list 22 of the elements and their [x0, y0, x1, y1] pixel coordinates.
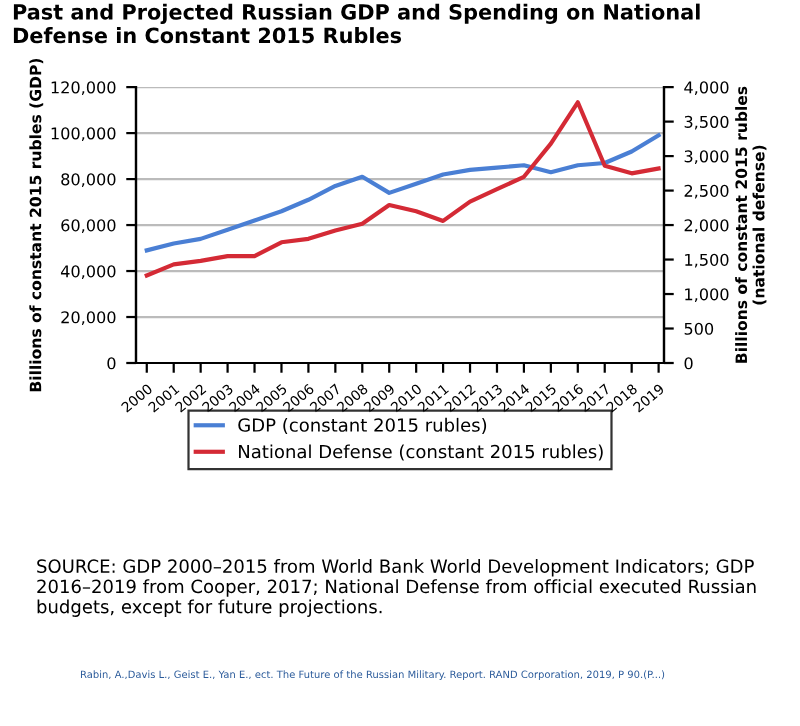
y-tick-label: 0 [107, 357, 116, 370]
y-tick-label: 20,000 [61, 311, 116, 326]
y2-tick-label: 2,000 [684, 219, 729, 234]
y2-tick-label: 4,000 [684, 81, 729, 96]
legend-label: National Defense (constant 2015 rubles) [239, 444, 603, 461]
line-series [144, 133, 661, 253]
y2-tick-label: 500 [684, 322, 714, 335]
y-tick-label: 100,000 [51, 127, 116, 142]
y2-tick-label: 1,500 [685, 253, 729, 268]
y-tick-label: 80,000 [61, 173, 116, 188]
source-note: SOURCE: GDP 2000–2015 from World Bank World Development Indicators; GDP 2016–2019 from Cooper, 2017; National Defense from official executed Russian budgets, except for future projections. [37, 559, 756, 617]
y2-tick-label: 3,000 [684, 150, 729, 165]
y2-tick-label: 2,500 [684, 184, 729, 199]
y-tick-label: 60,000 [61, 219, 116, 234]
y-tick-label: 40,000 [60, 265, 116, 280]
chart-title: Past and Projected Russian GDP and Spending on National Defense in Constant 2015 Rubles [13, 3, 700, 44]
y2-tick-label: 0 [684, 357, 693, 370]
y2-tick-label: 3,500 [684, 115, 729, 130]
line-series [144, 100, 661, 278]
y2-tick-label: 1,000 [685, 288, 729, 303]
y-tick-label: 120,000 [51, 81, 116, 96]
legend-label: GDP (constant 2015 rubles) [238, 417, 487, 434]
